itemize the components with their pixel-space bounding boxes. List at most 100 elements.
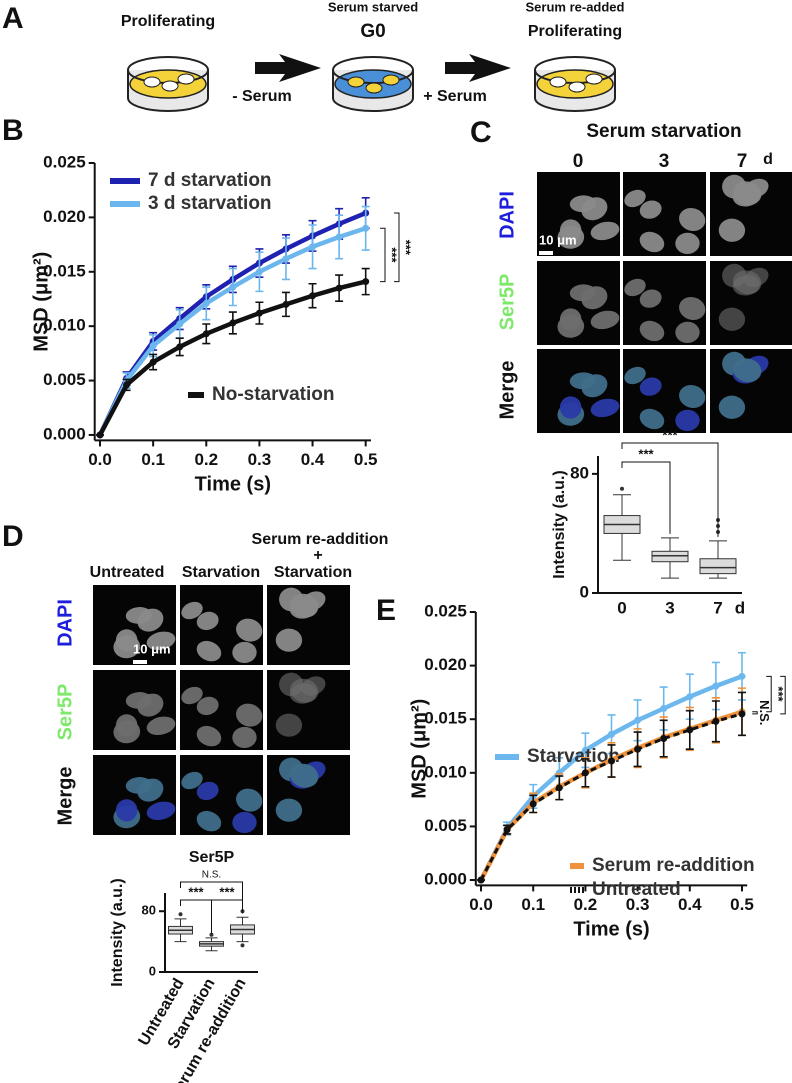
nucleus — [679, 297, 706, 321]
significance-label: *** — [638, 446, 654, 461]
nucleus — [590, 398, 620, 418]
significance-bracket — [780, 675, 786, 715]
y-tick-label: 0.005 — [43, 370, 86, 389]
data-point — [149, 342, 157, 350]
box — [699, 558, 737, 575]
data-point — [634, 716, 642, 724]
x-tick-label: 0.3 — [626, 895, 650, 914]
x-tick-label: 0.3 — [248, 450, 272, 469]
y-tick-label: 0.010 — [43, 316, 86, 335]
data-point — [335, 233, 343, 241]
nucleus — [196, 781, 219, 801]
data-point — [149, 358, 157, 366]
nucleus — [146, 631, 176, 651]
nucleus — [146, 716, 176, 736]
stage-label: Serum starved — [328, 0, 418, 14]
data-point — [660, 704, 668, 712]
nucleus — [115, 799, 138, 822]
column-label: 3 — [659, 151, 670, 172]
data-point — [335, 284, 343, 292]
nucleus — [181, 686, 203, 705]
outlier — [620, 486, 624, 491]
data-point — [581, 769, 589, 777]
legend-label: Starvation — [527, 746, 620, 767]
nucleus — [733, 270, 762, 295]
nucleus — [639, 320, 665, 342]
data-point — [229, 283, 237, 291]
arrow — [255, 54, 321, 82]
unit-label: d — [735, 598, 745, 617]
nucleus — [679, 385, 706, 409]
row-label: DAPI — [54, 599, 76, 647]
scale-bar-label: 10 μm — [133, 641, 171, 656]
x-tick-label: 0.1 — [521, 895, 545, 914]
data-point — [362, 224, 370, 232]
y-tick-label: 0 — [149, 963, 156, 978]
data-point — [712, 682, 720, 690]
arrow-label: - Serum — [232, 88, 292, 105]
significance-label: *** — [399, 240, 414, 256]
data-point — [555, 784, 563, 792]
micrograph-grid: Serum starvation 0 3 7 d DAPI Ser5P Merg… — [496, 121, 792, 433]
nucleus — [196, 725, 222, 747]
row-label: DAPI — [496, 191, 518, 239]
x-tick-label: 0.4 — [678, 895, 702, 914]
stage-label: Proliferating — [121, 13, 215, 30]
data-point — [477, 876, 485, 884]
nucleus — [718, 307, 746, 331]
data-point — [608, 757, 615, 765]
legend-label: Serum re-addition — [592, 855, 755, 876]
significance-label: *** — [219, 884, 235, 899]
x-tick-label: 7 — [713, 598, 722, 617]
column-label: Starvation — [182, 564, 260, 581]
data-point — [255, 268, 263, 276]
nucleus — [236, 788, 263, 812]
nucleus — [146, 801, 176, 821]
legend-label: 3 d starvation — [148, 193, 272, 214]
nucleus — [639, 231, 665, 253]
x-tick-label: 0.2 — [574, 895, 598, 914]
outlier — [209, 932, 214, 937]
nucleus — [115, 629, 138, 652]
data-point — [176, 343, 184, 351]
row-label: Merge — [496, 361, 518, 420]
y-tick-label: 0.005 — [424, 816, 467, 835]
arrow-label: + Serum — [423, 88, 487, 105]
nucleus — [624, 189, 646, 208]
column-label: 0 — [573, 151, 584, 172]
y-tick-label: 0.020 — [424, 655, 467, 674]
significance-bracket — [752, 711, 758, 715]
legend-label: No-starvation — [212, 384, 334, 405]
panel-labels: A B C D E — [2, 2, 492, 627]
unit-label: d — [763, 151, 773, 168]
panel-label: D — [2, 520, 24, 553]
column-label: + — [313, 547, 322, 564]
panel-label: E — [376, 594, 396, 627]
y-tick-label: 0.025 — [43, 152, 86, 171]
x-tick-label: 0.1 — [141, 450, 165, 469]
y-axis-label: MSD (μm²) — [408, 699, 430, 799]
nucleus — [675, 232, 700, 254]
row-label: Merge — [54, 767, 76, 826]
nucleus — [733, 181, 762, 206]
nucleus — [232, 726, 257, 749]
data-point — [362, 278, 370, 286]
y-tick-label: 0.020 — [43, 207, 86, 226]
nucleus — [590, 310, 620, 330]
column-label: Starvation — [274, 564, 352, 581]
data-point — [282, 255, 290, 263]
arrow — [445, 54, 511, 82]
panel-label: A — [2, 2, 24, 35]
nucleus — [236, 618, 263, 642]
y-tick-label: 0.025 — [424, 601, 467, 620]
nucleus — [639, 289, 662, 308]
nucleus — [639, 377, 662, 396]
data-point — [738, 672, 746, 680]
nucleus — [196, 810, 222, 832]
outlier — [178, 912, 183, 917]
nucleus — [275, 713, 303, 737]
y-tick-label: 0.000 — [424, 870, 467, 889]
y-tick-label: 0.015 — [43, 261, 86, 280]
dish — [534, 56, 616, 112]
series-line — [479, 674, 743, 882]
